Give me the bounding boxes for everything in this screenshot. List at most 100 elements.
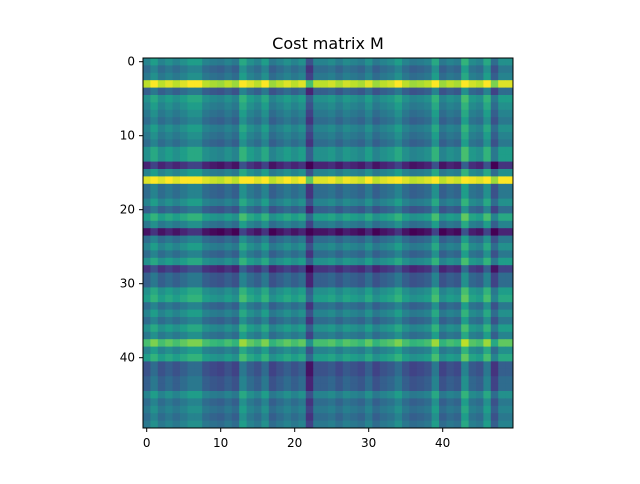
heatmap-cell [261,339,270,347]
heatmap-cell [483,235,492,244]
heatmap-cell [453,228,462,236]
heatmap-cell [409,161,418,170]
heatmap-cell [143,346,151,355]
heatmap-cell [461,368,469,377]
heatmap-cell [490,154,499,162]
heatmap-cell [209,280,218,288]
heatmap-cell [254,206,262,214]
heatmap-cell [268,146,277,155]
heatmap-cell [268,250,277,259]
heatmap-cell [291,317,299,325]
heatmap-cell [394,331,403,340]
heatmap-cell [283,117,292,125]
heatmap-cell [409,243,418,251]
heatmap-cell [268,124,277,133]
heatmap-cell [446,368,455,377]
heatmap-cell [476,65,484,74]
heatmap-cell [276,302,284,310]
heatmap-cell [342,220,351,229]
heatmap-cell [239,368,247,377]
heatmap-cell [483,206,492,214]
heatmap-cell [261,420,270,429]
heatmap-cell [483,80,492,88]
heatmap-cell [416,191,425,199]
heatmap-cell [439,405,447,414]
heatmap-cell [372,58,381,66]
heatmap-cell [283,235,292,244]
heatmap-cell [402,161,410,170]
heatmap-cell [387,361,395,370]
heatmap-cell [305,361,314,370]
heatmap-cell [217,354,225,362]
heatmap-cell [283,72,292,81]
heatmap-cell [254,87,262,96]
heatmap-cell [313,169,321,177]
heatmap-cell [180,72,188,81]
heatmap-cell [254,368,262,377]
heatmap-cell [490,176,499,185]
heatmap-cell [409,183,418,192]
heatmap-cell [254,250,262,259]
heatmap-cell [431,324,440,333]
heatmap-cell [239,250,247,259]
heatmap-cell [194,124,203,133]
heatmap-cell [313,206,321,214]
heatmap-cell [453,183,462,192]
heatmap-cell [276,420,284,429]
heatmap-cell [172,58,181,66]
heatmap-cell [335,220,344,229]
heatmap-cell [505,124,514,133]
heatmap-cell [505,132,514,140]
heatmap-cell [446,257,455,266]
heatmap-cell [409,146,418,155]
heatmap-cell [261,80,270,88]
heatmap-cell [357,220,366,229]
heatmap-cell [231,257,240,266]
heatmap-cell [505,391,514,399]
heatmap-cell [298,317,307,325]
heatmap-cell [394,405,403,414]
heatmap-cell [180,124,188,133]
heatmap-cell [180,324,188,333]
heatmap-cell [439,331,447,340]
heatmap-cell [320,265,329,273]
heatmap-cell [409,309,418,318]
heatmap-cell [202,72,210,81]
heatmap-cell [172,309,181,318]
heatmap-cell [335,206,344,214]
heatmap-cell [165,169,173,177]
heatmap-cell [446,272,455,281]
heatmap-cell [365,65,373,74]
heatmap-cell [365,95,373,103]
heatmap-cell [409,132,418,140]
heatmap-cell [217,220,225,229]
heatmap-cell [217,95,225,103]
heatmap-cell [202,183,210,192]
heatmap-cell [342,361,351,370]
heatmap-cell [453,361,462,370]
heatmap-cell [180,154,188,162]
heatmap-cell [313,213,321,222]
heatmap-cell [372,420,381,429]
heatmap-cell [246,339,255,347]
heatmap-cell [313,146,321,155]
heatmap-cell [394,257,403,266]
heatmap-cell [446,346,455,355]
heatmap-cell [194,183,203,192]
heatmap-cell [254,294,262,303]
heatmap-cell [357,405,366,414]
heatmap-cell [409,391,418,399]
heatmap-cell [453,72,462,81]
heatmap-cell [231,376,240,384]
heatmap-cell [453,132,462,140]
heatmap-cell [320,102,329,111]
heatmap-cell [365,109,373,118]
chart-title: Cost matrix M [272,34,384,53]
heatmap-cell [320,324,329,333]
heatmap-cell [461,346,469,355]
heatmap-cell [305,265,314,273]
heatmap-cell [357,294,366,303]
heatmap-cell [261,102,270,111]
heatmap-cell [387,80,395,88]
heatmap-cell [246,95,255,103]
